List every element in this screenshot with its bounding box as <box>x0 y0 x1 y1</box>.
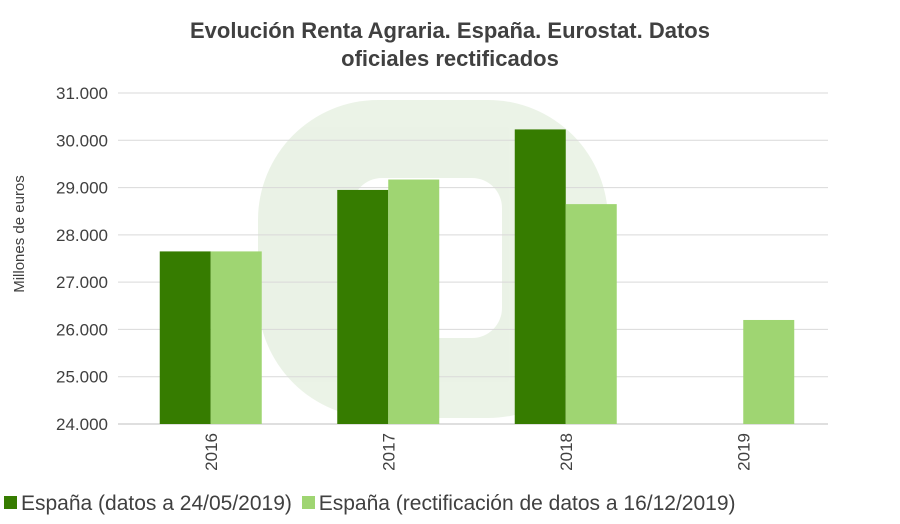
y-tick-label: 28.000 <box>56 226 108 245</box>
chart-title-line-1: Evolución Renta Agraria. España. Eurosta… <box>190 18 710 43</box>
bar-series-2-2017 <box>388 179 440 424</box>
legend-label-series-2: España (rectificación de datos a 16/12/2… <box>318 492 736 515</box>
x-tick-labels: 2016 2017 2018 2019 <box>202 433 754 471</box>
y-tick-label: 24.000 <box>56 415 108 434</box>
bar-series-1-2018 <box>514 129 566 424</box>
chart: Evolución Renta Agraria. España. Eurosta… <box>11 18 828 471</box>
y-tick-label: 31.000 <box>56 84 108 103</box>
bar-series-2-2016 <box>210 251 262 424</box>
bar-series-2-2018 <box>565 204 617 424</box>
y-tick-label: 26.000 <box>56 320 108 339</box>
y-tick-label: 29.000 <box>56 179 108 198</box>
y-tick-labels: 24.000 25.000 26.000 27.000 28.000 29.000 30.0… <box>56 84 108 434</box>
legend: España (datos a 24/05/2019) España (rect… <box>4 492 740 516</box>
legend-item-series-2: España (rectificación de datos a 16/12/2… <box>301 492 736 516</box>
legend-item-series-1: España (datos a 24/05/2019) <box>4 492 292 516</box>
legend-swatch-series-1 <box>4 496 17 509</box>
x-tick-label: 2019 <box>734 433 753 471</box>
y-tick-label: 25.000 <box>56 368 108 387</box>
bar-series-1-2016 <box>159 251 211 424</box>
legend-label-series-1: España (datos a 24/05/2019) <box>21 492 292 515</box>
bar-series-2-2019 <box>743 319 795 424</box>
y-tick-label: 27.000 <box>56 273 108 292</box>
chart-title-line-2: oficiales rectificados <box>341 46 559 71</box>
y-tick-label: 30.000 <box>56 131 108 150</box>
legend-swatch-series-2 <box>301 496 315 509</box>
x-tick-label: 2017 <box>379 433 398 471</box>
bars <box>159 129 795 424</box>
bar-series-1-2017 <box>337 189 389 424</box>
x-tick-label: 2018 <box>557 433 576 471</box>
y-axis-label: Millones de euros <box>11 175 28 293</box>
x-tick-label: 2016 <box>202 433 221 471</box>
